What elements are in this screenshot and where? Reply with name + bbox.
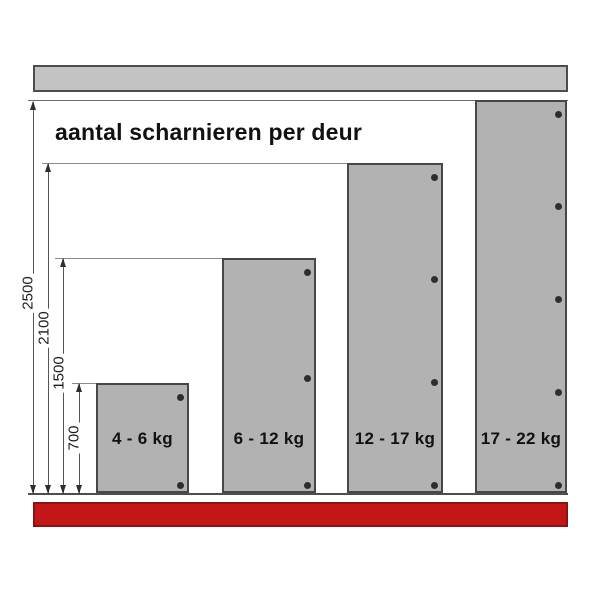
extension-line-1500 [55,258,222,259]
hinge-dot [431,173,438,181]
arrow-down-icon [76,485,82,494]
hinge-dot [304,481,311,489]
top-rail [33,65,568,92]
hinge-dot [304,375,311,382]
hinge-dot [555,481,562,489]
hinge-dot [431,276,438,284]
hinge-dot [555,110,562,118]
extension-line-2100 [42,163,347,164]
arrow-up-icon [60,258,66,267]
door-weight-label: 6 - 12 kg [233,429,305,448]
dimension-label-2100: 2100 [34,308,54,348]
level-line-2500 [28,100,568,101]
hinge-dot [431,481,438,489]
door-17-22-kg: 17 - 22 kg [475,100,567,493]
arrow-down-icon [45,485,51,494]
dimension-label-2500: 2500 [18,273,38,313]
door-weight-label: 12 - 17 kg [354,429,436,448]
dimension-label-700: 700 [64,422,84,454]
extension-line-700 [72,383,96,384]
floor-plinth [33,502,568,527]
arrow-up-icon [30,101,36,110]
door-weight-label: 17 - 22 kg [480,429,562,448]
hinge-dot [177,393,184,401]
dimension-label-1500: 1500 [49,353,69,393]
arrow-up-icon [45,163,51,172]
diagram-title: aantal scharnieren per deur [55,119,363,145]
floor-baseline [28,493,568,495]
hinge-dot [555,203,562,211]
hinge-dot [431,378,438,386]
door-6-12-kg: 6 - 12 kg [222,258,316,493]
hinge-dot [177,481,184,489]
arrow-up-icon [76,383,82,392]
arrow-down-icon [60,485,66,494]
door-weight-label: 4 - 6 kg [112,429,173,448]
door-12-17-kg: 12 - 17 kg [347,163,443,493]
arrow-down-icon [30,485,36,494]
hinge-dot [555,296,562,303]
hinge-dot [304,268,311,276]
hinge-dot [555,388,562,396]
door-4-6-kg: 4 - 6 kg [96,383,189,493]
